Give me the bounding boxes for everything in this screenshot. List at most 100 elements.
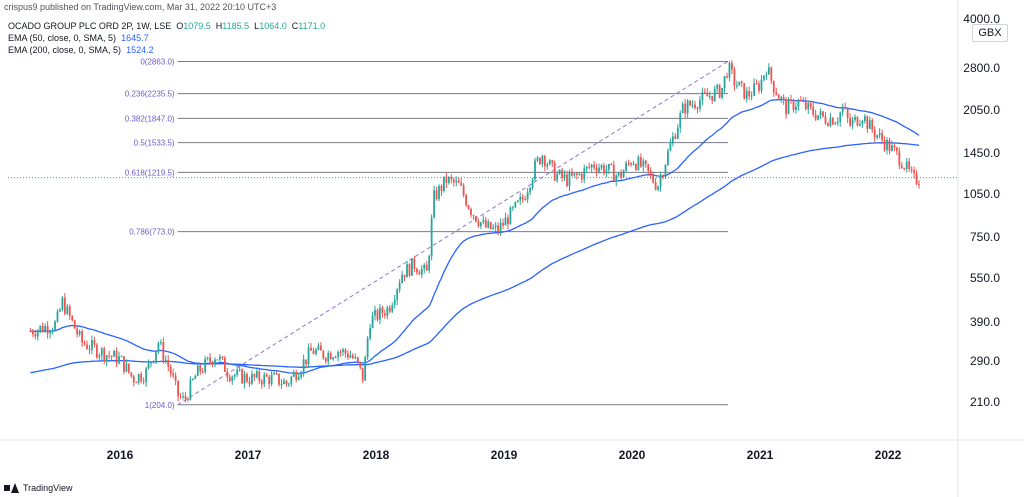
candle-body bbox=[305, 359, 307, 364]
chart-legend: OCADO GROUP PLC ORD 2P, 1W, LSE O1079.5 … bbox=[8, 20, 325, 56]
candle-body bbox=[740, 81, 743, 84]
candle-body bbox=[615, 175, 618, 182]
candle-body bbox=[563, 174, 566, 178]
currency-badge[interactable]: GBX bbox=[972, 24, 1008, 42]
y-tick-label: 210.0 bbox=[970, 395, 1000, 409]
candle-body bbox=[738, 81, 741, 86]
candle-body bbox=[905, 161, 908, 170]
candle-body bbox=[108, 355, 111, 357]
candle-body bbox=[895, 147, 898, 152]
candle-body bbox=[46, 325, 49, 334]
ema-50-line bbox=[30, 98, 920, 375]
candle-body bbox=[898, 151, 901, 166]
candle-body bbox=[526, 192, 529, 200]
candle-body bbox=[681, 103, 684, 114]
candle-body bbox=[679, 113, 682, 128]
candle-body bbox=[711, 95, 714, 101]
candle-body bbox=[71, 315, 74, 321]
ema50-legend-row[interactable]: EMA (50, close, 0, SMA, 5) 1645.7 bbox=[8, 32, 325, 44]
candle-body bbox=[66, 306, 69, 314]
candle-body bbox=[132, 376, 135, 383]
candle-body bbox=[93, 340, 96, 345]
candle-body bbox=[851, 119, 854, 126]
candle-body bbox=[376, 309, 379, 320]
candle-body bbox=[418, 272, 421, 275]
candle-body bbox=[196, 365, 199, 377]
candle-body bbox=[748, 91, 751, 97]
candle-body bbox=[551, 160, 554, 163]
candle-body bbox=[827, 123, 829, 126]
candle-body bbox=[841, 107, 844, 113]
fib-level-label: 0(2863.0) bbox=[140, 57, 175, 66]
candle-body bbox=[391, 305, 394, 312]
tradingview-logo-icon bbox=[4, 483, 20, 493]
candle-body bbox=[393, 299, 396, 306]
candle-body bbox=[524, 199, 527, 201]
candle-body bbox=[866, 116, 869, 129]
candle-body bbox=[511, 207, 514, 209]
fib-level-label: 0.786(773.0) bbox=[129, 228, 175, 237]
candle-body bbox=[767, 67, 770, 75]
candle-body bbox=[292, 372, 295, 377]
candle-body bbox=[450, 177, 453, 180]
candle-body bbox=[772, 80, 775, 93]
candle-body bbox=[98, 355, 101, 358]
footer-brand[interactable]: TradingView bbox=[4, 483, 73, 493]
candle-body bbox=[620, 172, 623, 178]
fib-trend-line bbox=[177, 61, 729, 406]
candle-body bbox=[745, 91, 748, 99]
candle-body bbox=[211, 361, 214, 365]
candle-body bbox=[639, 157, 642, 167]
candle-body bbox=[452, 179, 455, 183]
candle-body bbox=[886, 139, 888, 150]
ema-50-path bbox=[30, 98, 920, 375]
candle-body bbox=[145, 368, 147, 382]
candle-body bbox=[871, 120, 874, 130]
candle-body bbox=[374, 309, 376, 316]
candle-body bbox=[782, 97, 785, 100]
candle-body bbox=[881, 133, 883, 141]
fib-level-label: 1(204.0) bbox=[145, 401, 175, 410]
candle-body bbox=[61, 297, 64, 310]
candle-body bbox=[113, 350, 115, 357]
candle-body bbox=[135, 382, 138, 384]
candle-body bbox=[792, 99, 795, 110]
candle-body bbox=[630, 163, 632, 165]
candle-body bbox=[460, 182, 463, 186]
candle-body bbox=[280, 384, 283, 386]
candle-body bbox=[386, 307, 389, 316]
candle-body bbox=[580, 174, 583, 180]
candle-body bbox=[590, 164, 593, 168]
ema200-legend-row[interactable]: EMA (200, close, 0, SMA, 5) 1524.2 bbox=[8, 44, 325, 56]
candle-body bbox=[839, 112, 842, 122]
candle-body bbox=[652, 174, 655, 183]
candle-body bbox=[228, 377, 231, 382]
candle-body bbox=[115, 350, 118, 364]
candle-body bbox=[548, 160, 551, 165]
candle-body bbox=[519, 196, 522, 201]
candle-body bbox=[598, 167, 600, 172]
candle-body bbox=[265, 374, 268, 377]
candle-body bbox=[169, 366, 172, 374]
candle-body bbox=[428, 256, 431, 271]
candle-body bbox=[883, 140, 886, 150]
candle-body bbox=[664, 164, 667, 177]
candle-body bbox=[206, 357, 209, 359]
candle-body bbox=[194, 376, 197, 380]
candle-body bbox=[844, 107, 847, 109]
candle-body bbox=[199, 365, 202, 372]
candle-body bbox=[177, 380, 179, 397]
candle-body bbox=[539, 157, 541, 165]
candle-body bbox=[255, 371, 258, 378]
candle-body bbox=[86, 344, 88, 350]
candle-body bbox=[285, 380, 288, 385]
candle-body bbox=[201, 371, 204, 373]
candle-body bbox=[785, 99, 787, 115]
candle-body bbox=[659, 176, 662, 187]
fibonacci-retracement[interactable]: 0(2863.0) 0.236(2235.5) 0.382(1847.0) 0.5(1… bbox=[125, 57, 729, 410]
candle-body bbox=[708, 95, 711, 97]
symbol-label[interactable]: OCADO GROUP PLC ORD 2P, 1W, LSE bbox=[8, 21, 172, 31]
candle-body bbox=[824, 116, 827, 124]
candle-body bbox=[413, 258, 416, 269]
